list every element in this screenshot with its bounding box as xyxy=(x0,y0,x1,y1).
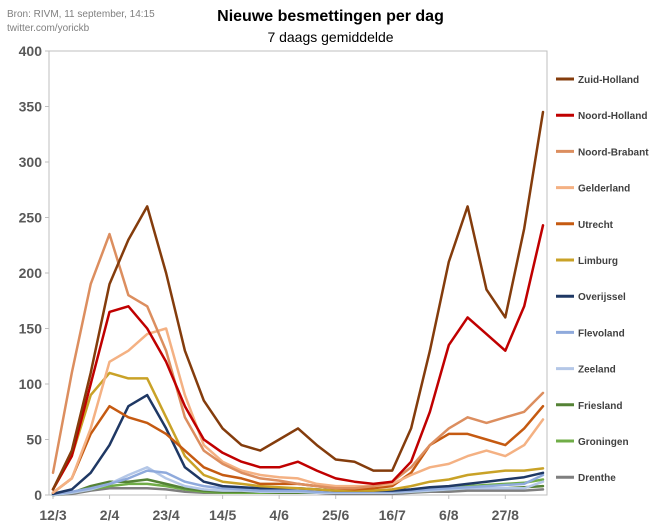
y-tick-label: 0 xyxy=(34,487,42,503)
x-tick-label: 6/8 xyxy=(439,507,459,523)
y-tick-label: 350 xyxy=(19,99,43,115)
chart-legend: Zuid-Holland Noord-Holland Noord-Brabant Ge… xyxy=(556,75,649,484)
x-tick-label: 14/5 xyxy=(209,507,236,523)
legend-label: Noord-Holland xyxy=(578,111,647,122)
x-tick-label: 16/7 xyxy=(379,507,406,523)
legend-item: Drenthe xyxy=(556,473,616,484)
legend-item: Noord-Brabant xyxy=(556,147,649,158)
x-tick-label: 27/8 xyxy=(492,507,519,523)
legend-item: Utrecht xyxy=(556,220,614,231)
x-tick-label: 4/6 xyxy=(269,507,289,523)
legend-item: Noord-Holland xyxy=(556,111,647,122)
source-handle: twitter.com/yorickb xyxy=(7,23,90,34)
source-line: Bron: RIVM, 11 september, 14:15 xyxy=(7,9,155,20)
y-tick-label: 400 xyxy=(19,43,43,59)
y-tick-label: 150 xyxy=(19,321,43,337)
source-note: Bron: RIVM, 11 september, 14:15 twitter.… xyxy=(7,8,155,36)
legend-label: Zeeland xyxy=(578,365,616,376)
series-line-noord-holland xyxy=(51,224,545,491)
series-line-limburg xyxy=(51,371,545,492)
legend-label: Zuid-Holland xyxy=(578,75,639,86)
series-line-noord-brabant xyxy=(51,232,545,490)
y-tick-label: 300 xyxy=(19,154,43,170)
legend-label: Overijssel xyxy=(578,292,626,303)
y-tick-label: 250 xyxy=(19,210,43,226)
chart-series xyxy=(51,110,545,497)
series-line-zuid-holland xyxy=(51,110,545,491)
x-tick-label: 23/4 xyxy=(152,507,179,523)
x-tick-label: 2/4 xyxy=(100,507,120,523)
legend-label: Groningen xyxy=(578,437,629,448)
x-tick-label: 25/6 xyxy=(322,507,349,523)
series-line-gelderland xyxy=(51,327,545,495)
legend-item: Gelderland xyxy=(556,184,630,195)
y-tick-label: 100 xyxy=(19,376,43,392)
legend-item: Flevoland xyxy=(556,328,625,339)
legend-label: Drenthe xyxy=(578,473,616,484)
y-tick-label: 50 xyxy=(26,432,42,448)
chart-title: Nieuwe besmettingen per dag xyxy=(217,8,444,25)
legend-label: Gelderland xyxy=(578,184,630,195)
chart-axes: 0 50 100 150 200 250 300 350 400 12/3 2/4 23/4 14/5 4… xyxy=(19,43,548,523)
legend-label: Flevoland xyxy=(578,328,625,339)
legend-item: Zeeland xyxy=(556,365,616,376)
x-tick-label: 12/3 xyxy=(39,507,66,523)
legend-label: Friesland xyxy=(578,401,622,412)
legend-item: Friesland xyxy=(556,401,622,412)
legend-item: Groningen xyxy=(556,437,629,448)
legend-label: Utrecht xyxy=(578,220,614,231)
legend-item: Overijssel xyxy=(556,292,626,303)
legend-item: Zuid-Holland xyxy=(556,75,639,86)
legend-label: Limburg xyxy=(578,256,618,267)
y-tick-label: 200 xyxy=(19,265,43,281)
series-line-flevoland xyxy=(51,469,545,496)
legend-label: Noord-Brabant xyxy=(578,147,649,158)
chart-subtitle: 7 daags gemiddelde xyxy=(267,29,394,45)
legend-item: Limburg xyxy=(556,256,618,267)
